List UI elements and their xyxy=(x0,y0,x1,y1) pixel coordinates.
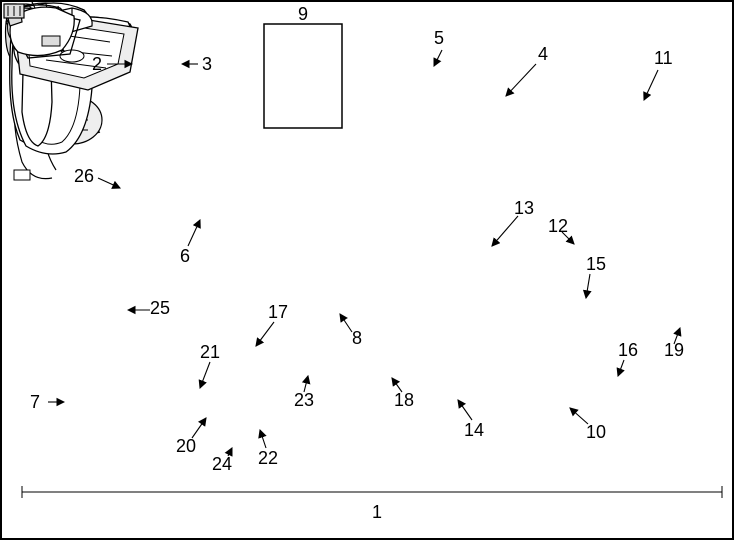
label-3: 3 xyxy=(202,54,212,75)
label-21: 21 xyxy=(200,342,220,363)
label-17: 17 xyxy=(268,302,288,323)
label-8: 8 xyxy=(352,328,362,349)
label-9: 9 xyxy=(298,4,308,25)
label-15: 15 xyxy=(586,254,606,275)
label-10: 10 xyxy=(586,422,606,443)
label-22: 22 xyxy=(258,448,278,469)
label-23: 23 xyxy=(294,390,314,411)
label-26: 26 xyxy=(74,166,94,187)
parts-diagram: 1 2 3 4 5 6 7 8 9 10 11 12 13 14 15 16 1… xyxy=(0,0,734,540)
label-6: 6 xyxy=(180,246,190,267)
label-1: 1 xyxy=(372,502,382,523)
label-18: 18 xyxy=(394,390,414,411)
label-5: 5 xyxy=(434,28,444,49)
label-12: 12 xyxy=(548,216,568,237)
label-7: 7 xyxy=(30,392,40,413)
leader-lines xyxy=(2,2,734,542)
label-25: 25 xyxy=(150,298,170,319)
label-4: 4 xyxy=(538,44,548,65)
label-13: 13 xyxy=(514,198,534,219)
label-16: 16 xyxy=(618,340,638,361)
label-19: 19 xyxy=(664,340,684,361)
label-11: 11 xyxy=(654,48,673,69)
label-24: 24 xyxy=(212,454,232,475)
label-20: 20 xyxy=(176,436,196,457)
label-2: 2 xyxy=(92,54,102,75)
label-14: 14 xyxy=(464,420,484,441)
